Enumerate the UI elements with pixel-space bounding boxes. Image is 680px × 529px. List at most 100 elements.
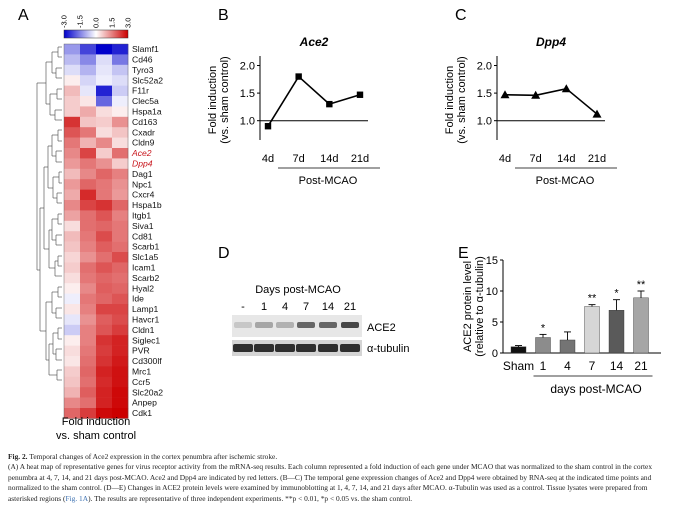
- gene-label: Hspa1a: [132, 107, 162, 117]
- heatmap-cells: [63, 43, 129, 419]
- heatmap-cell: [96, 148, 113, 159]
- heatmap-cell: [80, 366, 97, 378]
- data-point: [356, 91, 364, 98]
- gene-label: Itgb1: [132, 211, 151, 221]
- ace2-protein-bar-chart: 0 5 10 15 ACE2 protein level (relative to α-t…: [462, 255, 661, 396]
- heatmap-cell: [96, 44, 113, 55]
- heatmap-cell: [96, 106, 113, 118]
- panel-label-d: D: [218, 245, 230, 262]
- significance-marker: *: [614, 288, 619, 300]
- scale-tick-label: 1.5: [108, 18, 117, 28]
- heatmap-cell: [80, 376, 97, 388]
- heatmap-cell: [112, 376, 129, 388]
- scale-tick-label: 0.0: [92, 18, 101, 28]
- heatmap-cell: [80, 397, 97, 409]
- heatmap-cell: [80, 85, 97, 97]
- heatmap-cell: [80, 356, 97, 367]
- y-tick-label: 15: [486, 255, 498, 267]
- heatmap-cell: [64, 324, 81, 336]
- tubulin-band: [340, 344, 360, 352]
- heatmap-cell: [80, 283, 97, 294]
- heatmap-cell: [112, 96, 129, 107]
- heatmap-cell: [112, 272, 129, 284]
- heatmap-cell: [96, 54, 113, 66]
- ace2-band: [234, 322, 252, 328]
- heatmap-panel: -3.0 -1.5 0.0 1.5 3.0 Slamf1Cd46Tyro3Slc52a2…: [36, 15, 163, 442]
- gene-label: Ccr5: [132, 377, 150, 387]
- ace2-band: [255, 322, 273, 328]
- heatmap-cell: [64, 210, 81, 222]
- y-tick-label: 1.0: [477, 116, 492, 128]
- y-tick-label: 0: [492, 348, 498, 360]
- heatmap-cell: [80, 64, 97, 76]
- gene-label: Dpp4: [132, 159, 153, 169]
- gene-label: Cxcr4: [132, 190, 155, 200]
- heatmap-cell: [112, 356, 129, 367]
- heatmap-cell: [112, 85, 129, 97]
- heatmap-cell: [64, 262, 81, 274]
- tubulin-band: [318, 344, 338, 352]
- heatmap-cell: [96, 75, 113, 86]
- x-tick-label: 1: [540, 359, 547, 373]
- caption-title-line: Fig. 2. Temporal changes of Ace2 express…: [8, 452, 672, 462]
- gene-label: Npc1: [132, 179, 152, 189]
- heatmap-cell: [64, 356, 81, 367]
- gene-label: Slamf1: [132, 44, 159, 54]
- heatmap-cell: [64, 168, 81, 180]
- heatmap-cell: [112, 158, 129, 170]
- heatmap-cell: [112, 116, 129, 128]
- gene-labels: Slamf1Cd46Tyro3Slc52a2F11rClec5aHspa1aCd…: [131, 44, 163, 418]
- heatmap-cell: [64, 272, 81, 284]
- data-point: [500, 90, 510, 99]
- gene-label: Ace2: [131, 148, 152, 158]
- caption-text-1: (A) A heat map of representative genes f…: [8, 462, 653, 503]
- y-tick-label: 2.0: [240, 61, 255, 73]
- heatmap-cell: [80, 137, 97, 149]
- heatmap-cell: [112, 231, 129, 242]
- significance-marker: *: [541, 322, 546, 334]
- heatmap-cell: [64, 106, 81, 118]
- gene-label: Ide: [132, 294, 144, 304]
- heatmap-cell: [112, 304, 129, 315]
- significance-marker: **: [637, 279, 646, 291]
- heatmap-cell: [64, 75, 81, 86]
- heatmap-cell: [64, 96, 81, 107]
- x-tick-label: Sham: [503, 359, 534, 373]
- ace2-band: [276, 322, 294, 328]
- heatmap-cell: [96, 231, 113, 242]
- heatmap-cell: [112, 189, 129, 201]
- blot-lane-label: 14: [322, 301, 334, 313]
- gene-label: Hyal2: [132, 283, 154, 293]
- heatmap-cell: [112, 210, 129, 222]
- heatmap-cell: [64, 189, 81, 201]
- gene-label: Hspa1b: [132, 200, 162, 210]
- heatmap-cell: [112, 252, 129, 263]
- x-tick-label: 14: [610, 359, 624, 373]
- heatmap-cell: [112, 283, 129, 294]
- heatmap-cell: [80, 96, 97, 107]
- heatmap-cell: [96, 252, 113, 263]
- gene-label: Cldn1: [132, 325, 155, 335]
- gene-label: Cldn9: [132, 138, 155, 148]
- x-axis-label: days post-MCAO: [550, 382, 641, 396]
- panel-label-c: C: [455, 7, 467, 24]
- blot-lane-label: 4: [282, 301, 288, 313]
- gene-label: Havcr1: [132, 315, 159, 325]
- gene-label: Dag1: [132, 169, 153, 179]
- heatmap-border: [63, 43, 129, 419]
- x-axis-label: Post-MCAO: [536, 175, 595, 187]
- heatmap-cell: [96, 304, 113, 315]
- gene-label: Slc20a2: [132, 387, 163, 397]
- heatmap-cell: [64, 158, 81, 170]
- blot-lane-labels: -1 4 7 14 21: [241, 301, 356, 313]
- heatmap-cell: [64, 137, 81, 149]
- heatmap-cell: [80, 335, 97, 346]
- caption-figure-reference[interactable]: Fig. 1A: [65, 493, 89, 503]
- heatmap-cell: [80, 148, 97, 159]
- gene-label: Mrc1: [132, 367, 151, 377]
- blot-header: Days post-MCAO: [255, 284, 341, 296]
- heatmap-cell: [96, 241, 113, 253]
- blot-label-ace2: ACE2: [367, 322, 396, 334]
- figure: A B C D E -3.0 -1.5 0.0 1.5 3.0 Slamf1Cd46Ty…: [18, 7, 661, 442]
- heatmap-cell: [96, 96, 113, 107]
